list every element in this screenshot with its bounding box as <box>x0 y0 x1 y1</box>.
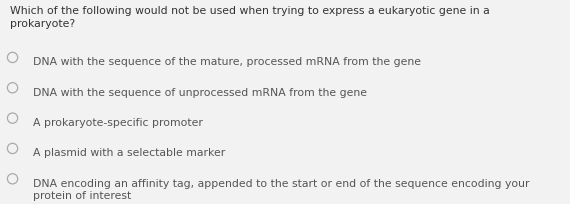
Text: Which of the following would not be used when trying to express a eukaryotic gen: Which of the following would not be used… <box>10 6 490 28</box>
Text: A prokaryote-specific promoter: A prokaryote-specific promoter <box>33 118 203 128</box>
Text: DNA encoding an affinity tag, appended to the start or end of the sequence encod: DNA encoding an affinity tag, appended t… <box>33 178 530 200</box>
Text: DNA with the sequence of unprocessed mRNA from the gene: DNA with the sequence of unprocessed mRN… <box>33 87 367 97</box>
Text: A plasmid with a selectable marker: A plasmid with a selectable marker <box>33 148 225 158</box>
Text: DNA with the sequence of the mature, processed mRNA from the gene: DNA with the sequence of the mature, pro… <box>33 57 421 67</box>
